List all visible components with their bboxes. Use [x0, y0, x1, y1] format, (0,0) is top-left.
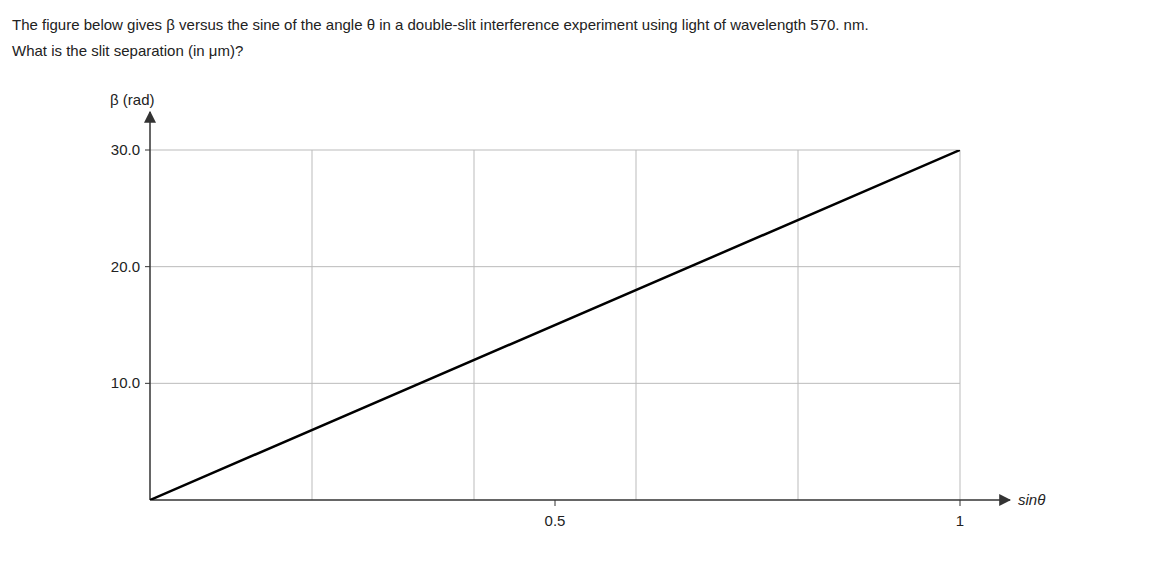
y-tick — [145, 266, 150, 267]
y-axis — [149, 112, 151, 500]
x-axis-label: sinθ — [1018, 491, 1045, 508]
x-axis — [150, 499, 1010, 501]
chart: The figure below gives β versus the sine… — [0, 0, 1161, 567]
y-tick-label: 30.0 — [111, 141, 140, 158]
x-tick-label: 1 — [956, 512, 964, 529]
title: The figure below gives β versus the sine… — [12, 16, 869, 33]
grid-line-y — [150, 266, 960, 267]
x-tick — [960, 500, 961, 506]
x-tick — [555, 500, 556, 506]
y-tick — [145, 383, 150, 384]
grid-line-x — [960, 150, 961, 500]
grid-line-x — [312, 150, 313, 500]
x-tick-label: 0.5 — [545, 512, 566, 529]
grid-line-x — [798, 150, 799, 500]
grid-line-y — [150, 150, 960, 151]
subtitle: What is the slit separation (in μm)? — [12, 42, 243, 59]
plot-area — [150, 150, 960, 500]
grid-line-y — [150, 383, 960, 384]
y-tick-label: 10.0 — [111, 374, 140, 391]
y-axis-label: β (rad) — [110, 91, 154, 108]
y-tick-label: 20.0 — [111, 258, 140, 275]
y-tick — [145, 150, 150, 151]
data-line — [150, 150, 960, 500]
grid — [150, 150, 960, 500]
grid-line-x — [636, 150, 637, 500]
grid-line-x — [474, 150, 475, 500]
